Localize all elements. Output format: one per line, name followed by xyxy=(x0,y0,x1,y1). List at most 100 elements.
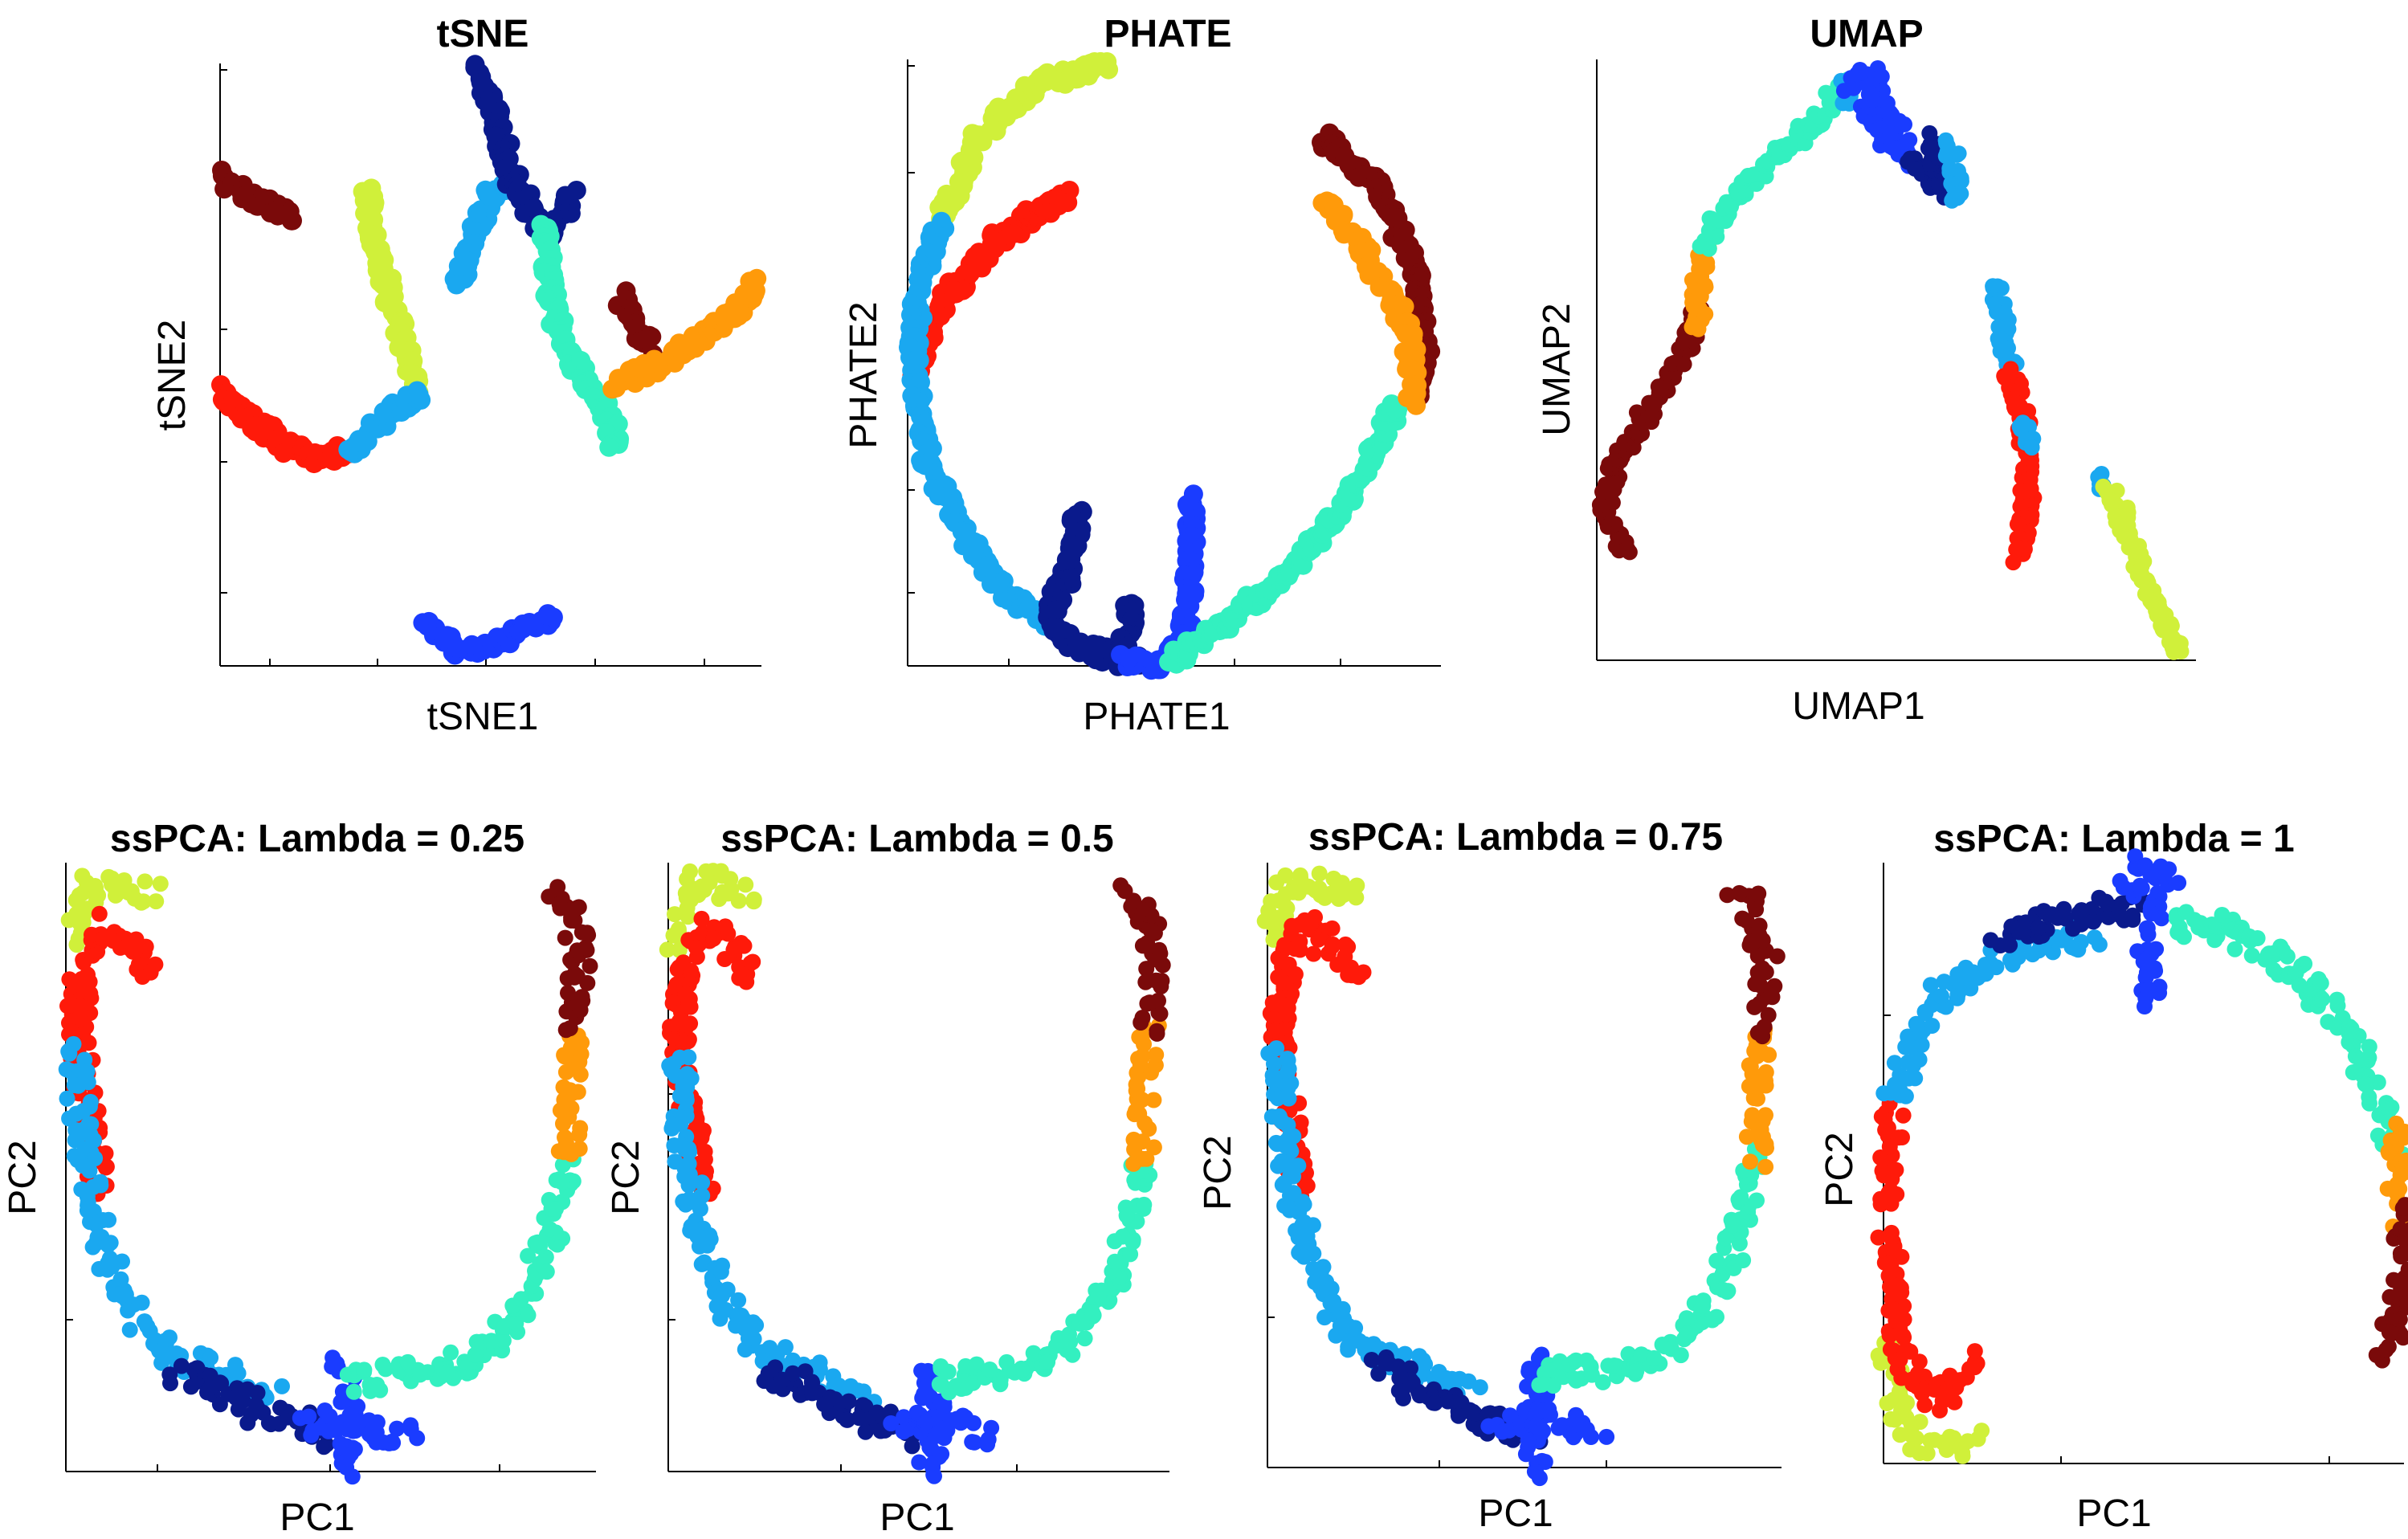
x-axis-label: tSNE1 xyxy=(427,696,539,738)
data-point xyxy=(688,1195,705,1212)
data-point xyxy=(2383,1325,2400,1342)
data-point xyxy=(691,1238,708,1255)
data-point xyxy=(1062,1333,1079,1350)
cluster-aqua xyxy=(531,214,608,414)
cluster-orange xyxy=(1312,191,1427,415)
scatter-plot xyxy=(58,863,598,1485)
data-point xyxy=(2153,863,2170,880)
cluster-orange xyxy=(550,1027,590,1162)
data-point xyxy=(1299,1178,1316,1194)
data-point xyxy=(281,210,301,231)
data-point xyxy=(804,1374,821,1391)
data-point xyxy=(1916,1397,1933,1414)
data-point xyxy=(599,437,619,457)
x-axis-label: PC1 xyxy=(1478,1492,1553,1535)
data-point xyxy=(1598,1428,1615,1445)
data-point xyxy=(552,1102,569,1119)
data-point xyxy=(2381,1288,2398,1305)
data-point xyxy=(1349,877,1365,894)
data-point xyxy=(2043,906,2060,923)
data-point xyxy=(682,863,698,880)
data-point xyxy=(2141,981,2157,998)
data-point xyxy=(2226,941,2243,957)
panel-title: ssPCA: Lambda = 1 xyxy=(1933,818,2294,860)
data-point xyxy=(74,867,91,884)
data-point xyxy=(1332,1317,1349,1334)
data-point xyxy=(1014,1361,1031,1378)
y-axis-label: PC2 xyxy=(1818,1132,1861,1206)
data-point xyxy=(2085,913,2102,930)
data-point xyxy=(1536,1402,1553,1419)
data-point xyxy=(1578,1421,1595,1438)
data-point xyxy=(374,1357,391,1373)
data-point xyxy=(1357,1336,1373,1353)
data-point xyxy=(1757,1158,1774,1175)
data-point xyxy=(2386,1272,2402,1288)
data-point xyxy=(1302,915,1319,932)
scatter-plot xyxy=(659,863,1171,1484)
data-point xyxy=(1531,1470,1548,1487)
data-point xyxy=(675,1035,692,1051)
panel-title: ssPCA: Lambda = 0.5 xyxy=(720,818,1114,860)
cluster-lime xyxy=(2095,478,2190,660)
data-point xyxy=(2170,875,2187,892)
data-point xyxy=(2124,907,2141,924)
data-point xyxy=(1908,1430,1924,1447)
data-point xyxy=(1750,969,1767,986)
cluster-lime xyxy=(353,178,429,406)
cluster-dark-red xyxy=(1112,877,1171,1042)
data-point xyxy=(1134,1010,1151,1026)
scatter-plot xyxy=(1870,848,2408,1464)
data-point xyxy=(2368,1347,2385,1363)
data-point xyxy=(671,1088,688,1104)
data-point xyxy=(409,1430,426,1447)
data-point xyxy=(1751,926,1768,943)
data-point xyxy=(1363,1352,1380,1368)
y-axis-label: PHATE2 xyxy=(843,301,885,448)
data-point xyxy=(769,1345,786,1362)
data-point xyxy=(1982,955,1998,971)
data-point xyxy=(1128,1076,1145,1093)
data-point xyxy=(1714,1281,1731,1298)
data-point xyxy=(1568,1372,1585,1389)
cluster-dark-red xyxy=(212,161,302,231)
data-point xyxy=(1270,892,1287,909)
data-point xyxy=(1628,1362,1645,1379)
data-point xyxy=(80,984,96,1001)
data-point xyxy=(2023,439,2040,456)
cluster-aqua xyxy=(1531,1141,1771,1394)
data-point xyxy=(1744,1066,1761,1082)
data-point xyxy=(1746,1043,1763,1059)
cluster-dark-red xyxy=(607,281,663,364)
data-point xyxy=(541,1221,558,1238)
data-point xyxy=(557,929,573,946)
cluster-blue xyxy=(413,604,563,665)
data-point xyxy=(1279,1051,1296,1068)
data-point xyxy=(1921,125,1938,141)
data-point xyxy=(1130,1051,1147,1067)
data-point xyxy=(1284,884,1301,900)
data-point xyxy=(2153,910,2170,927)
data-point xyxy=(1417,1356,1434,1373)
data-point xyxy=(548,1201,564,1218)
data-point xyxy=(1269,1090,1286,1107)
data-point xyxy=(356,1361,373,1378)
data-point xyxy=(1746,998,1763,1015)
data-point xyxy=(1904,1057,1921,1074)
data-point xyxy=(1149,1023,1165,1039)
data-point xyxy=(740,271,760,292)
data-point xyxy=(982,1361,998,1378)
cluster-dark-red xyxy=(1719,884,1786,1045)
panel-umap: UMAP UMAP1 UMAP2 xyxy=(1536,13,1925,728)
data-point xyxy=(1116,883,1133,900)
data-point xyxy=(121,933,138,949)
cluster-dark-blue xyxy=(1038,500,1092,638)
data-point xyxy=(680,998,697,1014)
data-point xyxy=(2016,541,2033,557)
cluster-aqua xyxy=(1692,71,1857,257)
data-point xyxy=(152,876,169,892)
data-point xyxy=(661,1057,678,1074)
cluster-blue xyxy=(883,1404,1000,1453)
x-axis-label: UMAP1 xyxy=(1792,685,1924,728)
